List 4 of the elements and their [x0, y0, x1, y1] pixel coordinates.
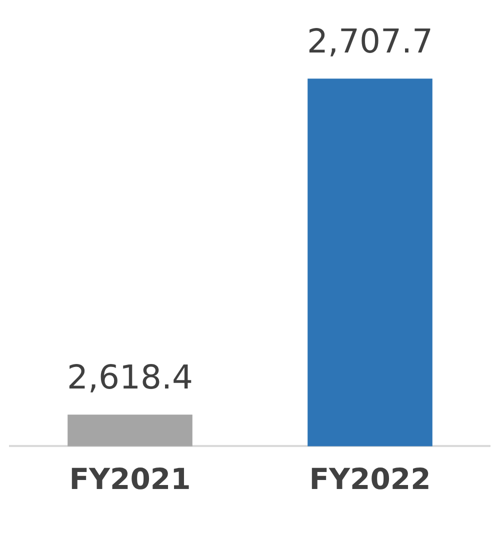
data-label: 2,707.7 — [307, 22, 433, 61]
x-tick-label: FY2021 — [69, 462, 191, 496]
data-label: 2,618.4 — [67, 358, 193, 397]
x-tick-label: FY2022 — [309, 462, 431, 496]
